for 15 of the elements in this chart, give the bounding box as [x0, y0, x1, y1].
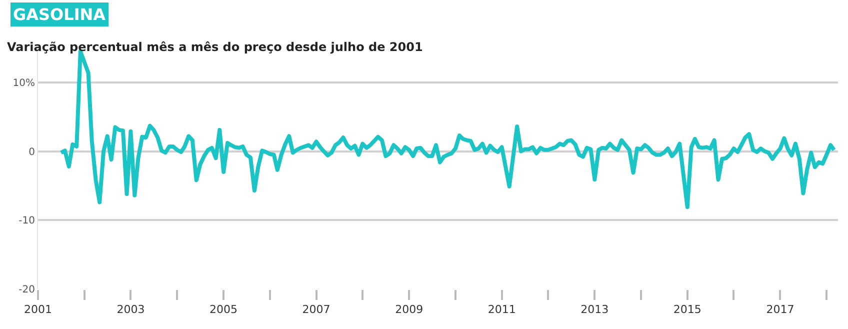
y-tick-label: 0 [28, 146, 35, 158]
y-tick-label: -20 [18, 284, 35, 296]
y-tick-label: -10 [18, 216, 35, 227]
chart-title: GASOLINA [13, 5, 106, 24]
chart-subtitle: Variação percentual mês a mês do preço desde julho de 2001 [7, 40, 423, 54]
x-tick-label: 2017 [766, 303, 794, 316]
y-tick-label: 10% [12, 78, 35, 89]
x-tick-label: 2007 [302, 303, 330, 316]
x-tick-label: 2003 [116, 303, 145, 316]
x-tick-label: 2011 [488, 303, 516, 316]
x-tick-label: 2013 [580, 303, 609, 316]
x-tick-label: 2001 [24, 303, 52, 316]
x-tick-label: 2005 [210, 303, 238, 316]
x-tick-label: 2015 [673, 303, 702, 316]
x-tick-label: 2009 [395, 303, 424, 316]
